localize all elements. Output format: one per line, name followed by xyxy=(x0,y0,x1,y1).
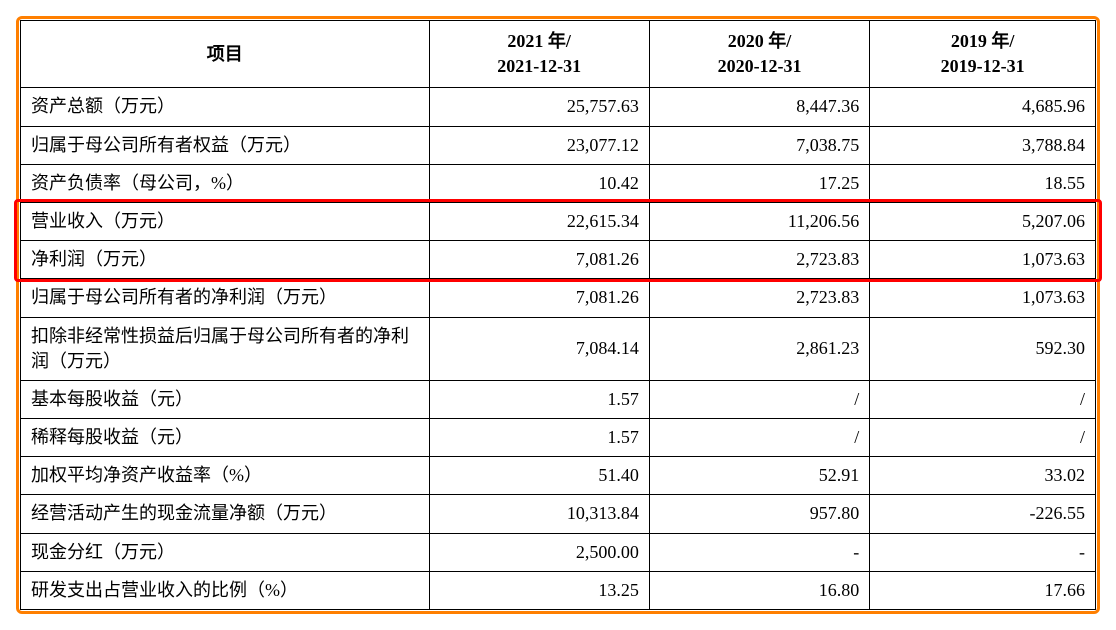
table-row: 归属于母公司所有者的净利润（万元） 7,081.26 2,723.83 1,07… xyxy=(21,279,1096,317)
table-row: 经营活动产生的现金流量净额（万元） 10,313.84 957.80 -226.… xyxy=(21,495,1096,533)
row-label: 加权平均净资产收益率（%） xyxy=(21,457,430,495)
table-row: 资产负债率（母公司，%） 10.42 17.25 18.55 xyxy=(21,164,1096,202)
cell-2019: / xyxy=(870,419,1096,457)
cell-2019: 3,788.84 xyxy=(870,126,1096,164)
cell-2021: 1.57 xyxy=(429,419,649,457)
table-row: 营业收入（万元） 22,615.34 11,206.56 5,207.06 xyxy=(21,202,1096,240)
cell-2020: 7,038.75 xyxy=(649,126,869,164)
row-label: 归属于母公司所有者的净利润（万元） xyxy=(21,279,430,317)
table-row: 资产总额（万元） 25,757.63 8,447.36 4,685.96 xyxy=(21,88,1096,126)
row-label: 资产负债率（母公司，%） xyxy=(21,164,430,202)
cell-2021: 7,081.26 xyxy=(429,241,649,279)
header-2019: 2019 年/ 2019-12-31 xyxy=(870,21,1096,88)
cell-2019: 4,685.96 xyxy=(870,88,1096,126)
row-label: 营业收入（万元） xyxy=(21,202,430,240)
cell-2019: 592.30 xyxy=(870,317,1096,380)
cell-2020: 2,723.83 xyxy=(649,279,869,317)
table-body: 资产总额（万元） 25,757.63 8,447.36 4,685.96 归属于… xyxy=(21,88,1096,610)
cell-2019: 1,073.63 xyxy=(870,279,1096,317)
row-label: 现金分红（万元） xyxy=(21,533,430,571)
cell-2021: 2,500.00 xyxy=(429,533,649,571)
cell-2019: - xyxy=(870,533,1096,571)
cell-2020: / xyxy=(649,419,869,457)
cell-2019: 18.55 xyxy=(870,164,1096,202)
cell-2020: 2,861.23 xyxy=(649,317,869,380)
cell-2021: 10,313.84 xyxy=(429,495,649,533)
table-row: 基本每股收益（元） 1.57 / / xyxy=(21,380,1096,418)
cell-2019: -226.55 xyxy=(870,495,1096,533)
cell-2021: 13.25 xyxy=(429,571,649,609)
cell-2020: 17.25 xyxy=(649,164,869,202)
cell-2020: 2,723.83 xyxy=(649,241,869,279)
row-label: 研发支出占营业收入的比例（%） xyxy=(21,571,430,609)
cell-2020: 957.80 xyxy=(649,495,869,533)
header-row: 项目 2021 年/ 2021-12-31 2020 年/ 2020-12-31… xyxy=(21,21,1096,88)
row-label: 扣除非经常性损益后归属于母公司所有者的净利润（万元） xyxy=(21,317,430,380)
row-label: 稀释每股收益（元） xyxy=(21,419,430,457)
table-row: 净利润（万元） 7,081.26 2,723.83 1,073.63 xyxy=(21,241,1096,279)
cell-2021: 22,615.34 xyxy=(429,202,649,240)
cell-2021: 25,757.63 xyxy=(429,88,649,126)
header-item: 项目 xyxy=(21,21,430,88)
table-row: 稀释每股收益（元） 1.57 / / xyxy=(21,419,1096,457)
table-row: 研发支出占营业收入的比例（%） 13.25 16.80 17.66 xyxy=(21,571,1096,609)
cell-2021: 7,081.26 xyxy=(429,279,649,317)
cell-2019: 17.66 xyxy=(870,571,1096,609)
row-label: 净利润（万元） xyxy=(21,241,430,279)
cell-2021: 7,084.14 xyxy=(429,317,649,380)
financial-table: 项目 2021 年/ 2021-12-31 2020 年/ 2020-12-31… xyxy=(20,20,1096,610)
cell-2021: 23,077.12 xyxy=(429,126,649,164)
table-wrap: 项目 2021 年/ 2021-12-31 2020 年/ 2020-12-31… xyxy=(20,20,1096,610)
cell-2020: 8,447.36 xyxy=(649,88,869,126)
cell-2021: 10.42 xyxy=(429,164,649,202)
header-2020: 2020 年/ 2020-12-31 xyxy=(649,21,869,88)
row-label: 基本每股收益（元） xyxy=(21,380,430,418)
table-row: 归属于母公司所有者权益（万元） 23,077.12 7,038.75 3,788… xyxy=(21,126,1096,164)
cell-2019: 33.02 xyxy=(870,457,1096,495)
table-row: 加权平均净资产收益率（%） 51.40 52.91 33.02 xyxy=(21,457,1096,495)
row-label: 资产总额（万元） xyxy=(21,88,430,126)
cell-2020: / xyxy=(649,380,869,418)
cell-2021: 51.40 xyxy=(429,457,649,495)
cell-2020: - xyxy=(649,533,869,571)
table-row: 扣除非经常性损益后归属于母公司所有者的净利润（万元） 7,084.14 2,86… xyxy=(21,317,1096,380)
row-label: 归属于母公司所有者权益（万元） xyxy=(21,126,430,164)
cell-2019: 1,073.63 xyxy=(870,241,1096,279)
table-row: 现金分红（万元） 2,500.00 - - xyxy=(21,533,1096,571)
cell-2020: 11,206.56 xyxy=(649,202,869,240)
header-2021: 2021 年/ 2021-12-31 xyxy=(429,21,649,88)
cell-2019: 5,207.06 xyxy=(870,202,1096,240)
cell-2020: 16.80 xyxy=(649,571,869,609)
row-label: 经营活动产生的现金流量净额（万元） xyxy=(21,495,430,533)
cell-2020: 52.91 xyxy=(649,457,869,495)
cell-2019: / xyxy=(870,380,1096,418)
cell-2021: 1.57 xyxy=(429,380,649,418)
